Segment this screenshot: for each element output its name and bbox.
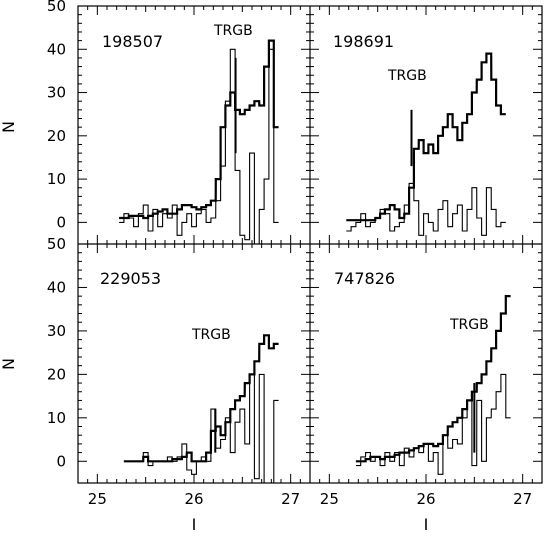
panel-198691: 198691 TRGB xyxy=(333,32,506,236)
y-tick-label: 40 xyxy=(47,40,66,58)
x-tick-label: 25 xyxy=(88,490,107,508)
x-tick-label: 27 xyxy=(513,490,532,508)
x-axis-label-right: I xyxy=(424,515,429,534)
y-axis-label-top: N xyxy=(0,121,18,133)
trgb-annotation: TRGB xyxy=(387,68,427,84)
x-tick-label: 26 xyxy=(416,490,435,508)
y-tick-label: 20 xyxy=(47,365,66,383)
y-axis-label-bottom: N xyxy=(0,358,18,370)
histogram-thin-series xyxy=(119,48,279,245)
y-tick-label: 0 xyxy=(56,452,66,470)
y-tick-labels: 0 10 20 30 40 50 0 10 20 30 40 50 xyxy=(47,0,66,470)
panel-198507: 198507 TRGB xyxy=(102,23,279,245)
panel-747826: 747826 TRGB xyxy=(334,269,511,475)
histogram-thin-series xyxy=(346,182,506,236)
y-tick-label: 40 xyxy=(47,278,66,296)
panel-229053: 229053 TRGB xyxy=(100,269,279,484)
panel-label: 229053 xyxy=(100,269,161,288)
histogram-thin-series xyxy=(123,373,279,484)
x-tick-label: 25 xyxy=(320,490,339,508)
panel-label: 198691 xyxy=(333,32,394,51)
y-tick-label: 20 xyxy=(47,127,66,145)
panel-label: 747826 xyxy=(334,269,395,288)
trgb-annotation: TRGB xyxy=(449,317,489,333)
y-tick-label: 50 xyxy=(47,235,66,253)
histogram-thick-series xyxy=(123,334,279,463)
histogram-thin-series xyxy=(355,373,511,475)
y-tick-label: 10 xyxy=(47,409,66,427)
histogram-thick-series xyxy=(346,52,506,222)
y-tick-label: 30 xyxy=(47,84,66,102)
histogram-thick-series xyxy=(355,295,511,463)
panel-label: 198507 xyxy=(102,32,163,51)
y-tick-label: 30 xyxy=(47,322,66,340)
axis-ticks xyxy=(77,5,543,483)
trgb-annotation: TRGB xyxy=(213,23,253,39)
y-tick-label: 10 xyxy=(47,170,66,188)
x-tick-label: 26 xyxy=(184,490,203,508)
x-axis-label-left: I xyxy=(192,515,197,534)
x-tick-labels: 25 25 26 26 27 27 xyxy=(88,490,532,508)
trgb-annotation: TRGB xyxy=(191,327,231,343)
y-tick-label: 0 xyxy=(56,213,66,231)
x-tick-label: 27 xyxy=(281,490,300,508)
y-tick-label: 50 xyxy=(47,0,66,15)
